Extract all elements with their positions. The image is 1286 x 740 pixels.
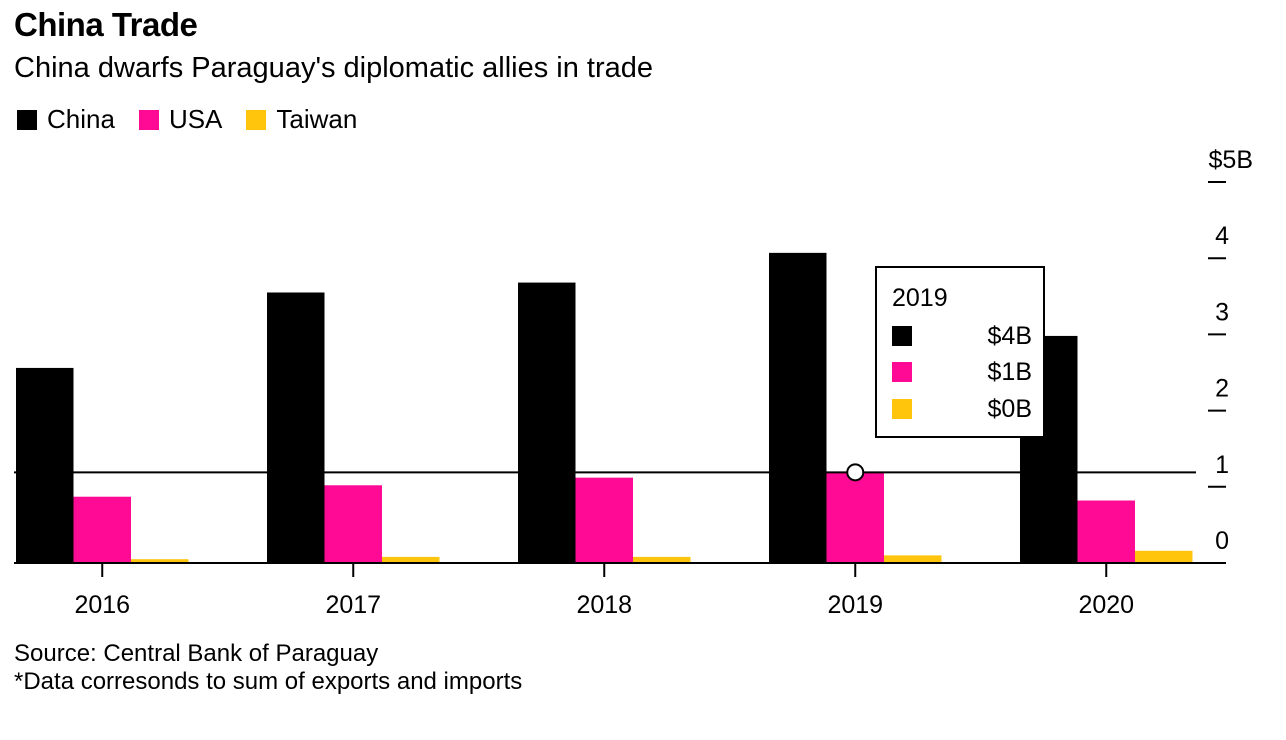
x-tick-label-2016: 2016 [74, 591, 130, 619]
bar-taiwan-2018[interactable] [633, 556, 691, 563]
legend-item-usa: USA [138, 104, 223, 135]
bar-usa-2017[interactable] [324, 485, 383, 563]
y-tick-label-4: 4 [1215, 222, 1229, 250]
bar-china-2018[interactable] [518, 282, 576, 563]
bar-taiwan-2019[interactable] [884, 555, 942, 563]
bar-usa-2019[interactable] [826, 472, 885, 563]
tooltip-value-china: $4B [987, 322, 1032, 350]
hover-marker [846, 463, 865, 482]
tooltip-swatch-china [892, 326, 912, 346]
bar-china-2019[interactable] [769, 252, 827, 563]
legend-item-taiwan: Taiwan [246, 104, 357, 135]
tooltip-swatch-taiwan [892, 399, 912, 419]
legend-swatch-usa [138, 109, 159, 130]
tooltip-value-usa: $1B [987, 358, 1032, 386]
hover-tooltip: 2019 $4B $1B $0B [875, 266, 1045, 438]
y-tick-label-5: $5B [1209, 146, 1253, 174]
tooltip-row-china: $4B [892, 322, 1032, 350]
tooltip-row-usa: $1B [892, 358, 1032, 386]
tooltip-swatch-usa [892, 362, 912, 382]
legend-item-china: China [17, 104, 115, 135]
bar-china-2017[interactable] [267, 292, 325, 563]
x-tick-label-2020: 2020 [1078, 591, 1134, 619]
tooltip-year: 2019 [892, 284, 948, 312]
bar-taiwan-2016[interactable] [131, 559, 189, 563]
legend-swatch-taiwan [246, 109, 267, 130]
x-tick-label-2019: 2019 [827, 591, 883, 619]
bar-taiwan-2020[interactable] [1135, 550, 1193, 563]
y-tick-label-1: 1 [1215, 451, 1229, 479]
bar-usa-2018[interactable] [575, 477, 634, 563]
bar-usa-2020[interactable] [1077, 500, 1136, 563]
legend-label-china: China [47, 104, 115, 134]
bar-chart[interactable]: 2016 2017 2018 2019 2020 0 1 2 3 4 $5B [0, 0, 1286, 640]
tooltip-value-taiwan: $0B [987, 395, 1032, 423]
legend-swatch-china [17, 109, 37, 130]
legend-label-taiwan: Taiwan [276, 104, 358, 134]
chart-title: China Trade [14, 6, 198, 43]
tooltip-row-taiwan: $0B [892, 395, 1032, 423]
bar-taiwan-2017[interactable] [382, 556, 440, 563]
axes-layer: 2016 2017 2018 2019 2020 0 1 2 3 4 $5B [14, 146, 1253, 619]
bars-layer [16, 252, 1193, 563]
y-tick-label-0: 0 [1215, 527, 1229, 555]
bar-china-2016[interactable] [16, 367, 74, 563]
legend-label-usa: USA [168, 104, 223, 134]
y-tick-label-2: 2 [1215, 375, 1229, 403]
x-tick-label-2017: 2017 [325, 591, 381, 619]
bar-usa-2016[interactable] [73, 496, 132, 563]
source-note: Source: Central Bank of Paraguay [14, 640, 379, 667]
chart-subtitle: China dwarfs Paraguay's diplomatic allie… [14, 52, 654, 84]
y-tick-label-3: 3 [1215, 298, 1229, 326]
footnote: *Data corresonds to sum of exports and i… [14, 668, 523, 695]
legend: China USA Taiwan [17, 104, 381, 135]
x-tick-label-2018: 2018 [576, 591, 632, 619]
